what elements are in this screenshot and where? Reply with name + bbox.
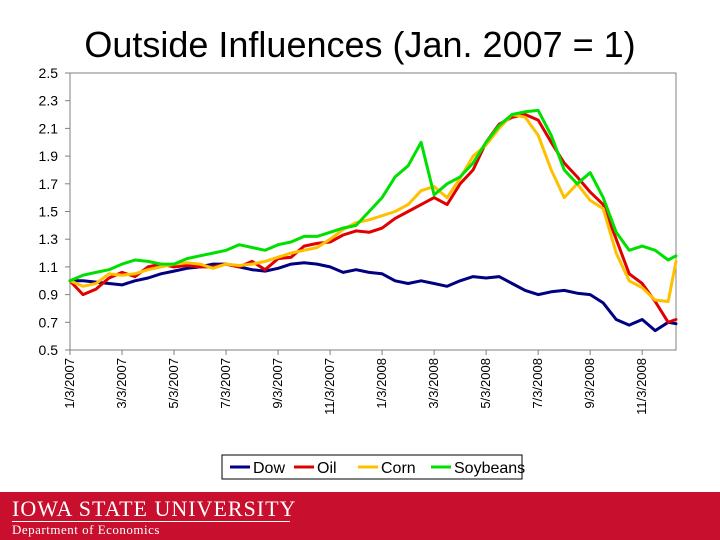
y-tick-label: 2.5	[39, 65, 59, 81]
x-tick-label: 1/3/2007	[62, 358, 77, 409]
x-tick-label: 7/3/2007	[218, 358, 233, 409]
line-chart: 0.5 0.7 0.9 1.1 1.3 1.5 1.7 1.9 2.1 2.3 2.5 1/3/200…	[39, 65, 678, 480]
chart-title: Outside Influences (Jan. 2007 = 1)	[84, 24, 636, 65]
y-tick-label: 1.9	[39, 148, 59, 164]
y-tick-label: 0.7	[39, 314, 59, 330]
legend-label: Dow	[253, 460, 285, 477]
x-tick-label: 1/3/2008	[374, 358, 389, 409]
legend-label: Soybeans	[454, 460, 525, 477]
x-tick-label: 3/3/2008	[426, 358, 441, 409]
x-tick-label: 9/3/2008	[582, 358, 597, 409]
legend-label: Oil	[317, 460, 337, 477]
series-line-soybeans	[68, 108, 678, 283]
legend-label: Corn	[381, 460, 416, 477]
department-name: Department of Economics	[12, 522, 160, 537]
x-tick-label: 9/3/2007	[270, 358, 285, 409]
y-tick-label: 1.3	[39, 231, 59, 247]
plot-area	[69, 72, 677, 351]
university-logo-text: IOWA STATE UNIVERSITY	[12, 496, 297, 521]
x-tick-label: 3/3/2007	[114, 358, 129, 409]
y-tick-label: 2.1	[39, 120, 59, 136]
y-tick-label: 1.5	[39, 204, 59, 220]
university-footer-bar: IOWA STATE UNIVERSITY Department of Econ…	[0, 492, 720, 540]
x-tick-label: 11/3/2008	[634, 358, 649, 415]
y-tick-label: 0.5	[39, 342, 59, 358]
x-tick-label: 5/3/2007	[166, 358, 181, 409]
x-tick-label: 7/3/2008	[530, 358, 545, 409]
x-tick-label: 5/3/2008	[478, 358, 493, 409]
y-tick-label: 2.3	[39, 93, 59, 109]
logo-underline	[12, 521, 290, 522]
y-tick-label: 0.9	[39, 287, 59, 303]
x-tick-label: 11/3/2007	[322, 358, 337, 415]
y-tick-label: 1.7	[39, 176, 59, 192]
series-line-oil	[68, 113, 678, 324]
y-tick-label: 1.1	[39, 259, 59, 275]
series-line-dow	[68, 261, 678, 333]
